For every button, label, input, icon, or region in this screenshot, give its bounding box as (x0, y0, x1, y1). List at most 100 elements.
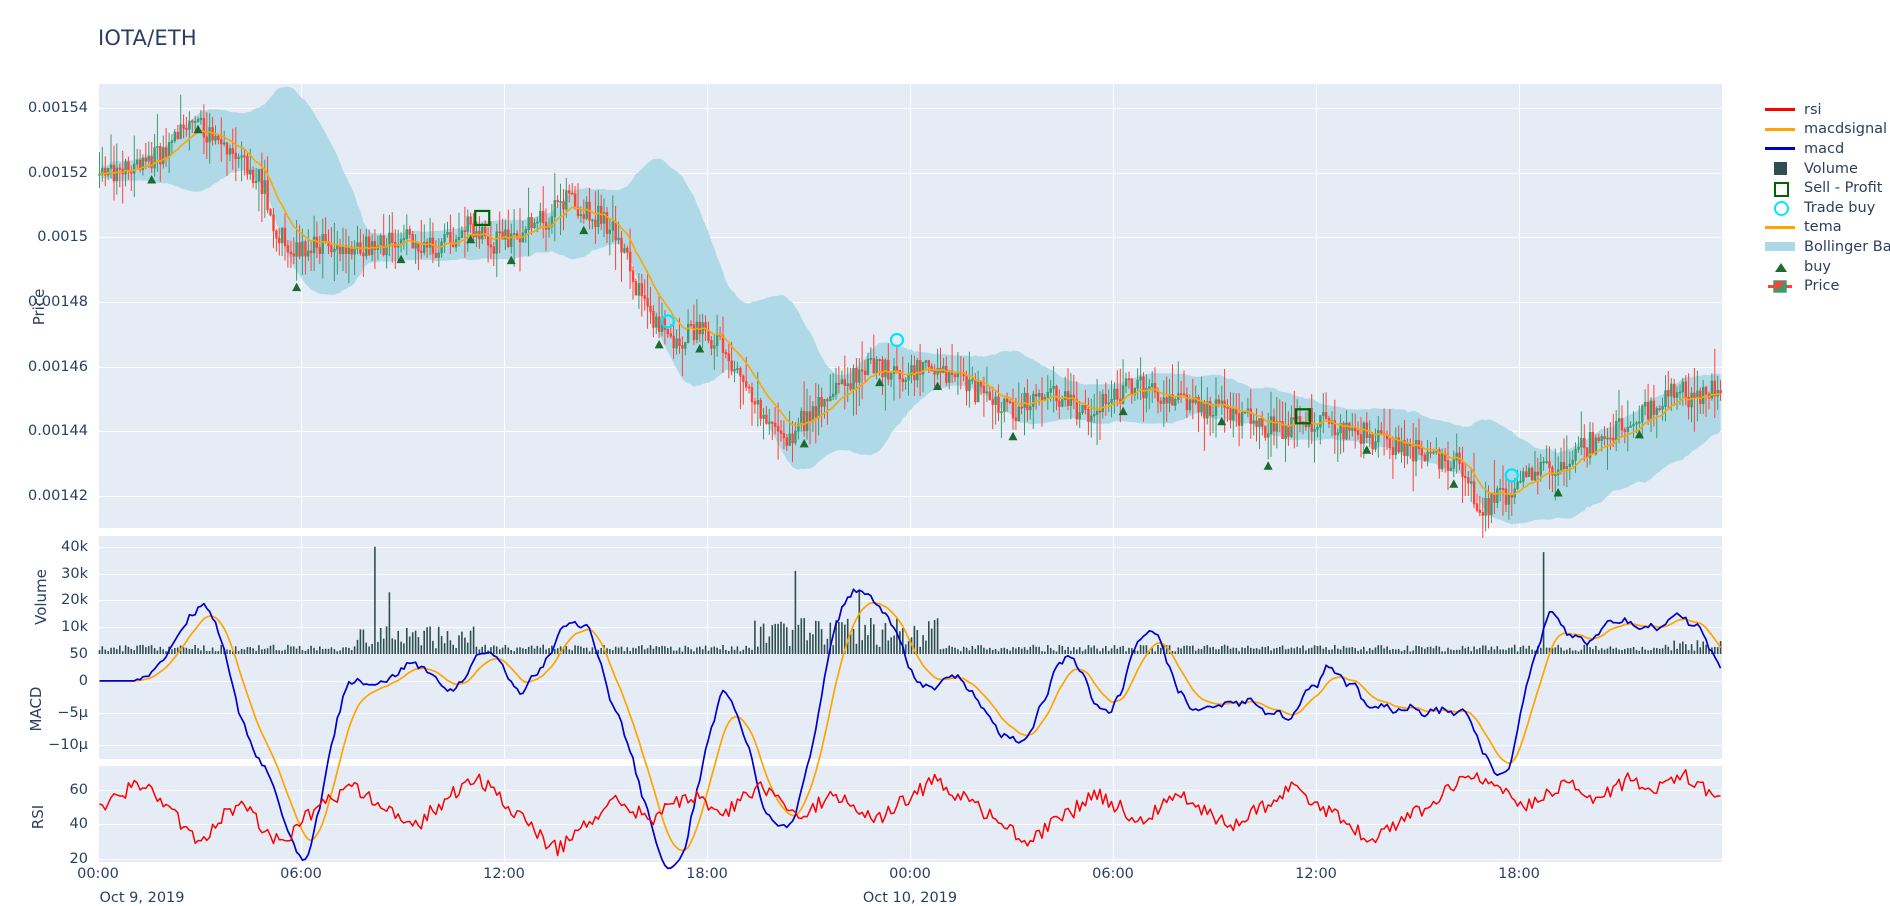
volume-bar (1276, 648, 1278, 654)
volume-bar (934, 620, 936, 654)
volume-bar (760, 627, 762, 654)
volume-bar (513, 651, 515, 654)
volume-bar (1673, 641, 1675, 654)
volume-bar (1615, 648, 1617, 654)
volume-bar (948, 646, 950, 654)
volume-bar (864, 625, 866, 654)
volume-bar (1497, 646, 1499, 654)
volume-bar (377, 642, 379, 654)
volume-bar (1221, 646, 1223, 654)
volume-bar (1233, 648, 1235, 654)
volume-bar (931, 629, 933, 655)
volume-bar (360, 629, 362, 654)
volume-bar (1059, 645, 1061, 654)
volume-bar (1372, 650, 1374, 654)
volume-bar (409, 637, 411, 655)
volume-bar (1514, 645, 1516, 654)
volume-bar (1105, 646, 1107, 654)
volume-bar (218, 651, 220, 654)
volume-bar (1479, 648, 1481, 654)
volume-bar (1421, 647, 1423, 654)
legend-item-macdsignal[interactable]: macdsignal (1762, 120, 1890, 140)
volume-bar (1024, 647, 1026, 654)
volume-bar (363, 630, 365, 654)
volume-bar (194, 645, 196, 654)
volume-bar (815, 621, 817, 654)
volume-bar (273, 645, 275, 654)
volume-bar (128, 647, 130, 654)
volume-bar (365, 643, 367, 654)
volume-bar (853, 629, 855, 654)
volume-bar (1418, 646, 1420, 654)
volume-bar (841, 622, 843, 654)
volume-bar (882, 630, 884, 654)
volume-bar (1621, 650, 1623, 654)
volume-bar (1250, 648, 1252, 654)
legend-item-volume[interactable]: Volume (1762, 159, 1890, 179)
volume-bar (1401, 651, 1403, 654)
volume-bar (859, 590, 861, 654)
volume-bar (963, 647, 965, 654)
volume-bar (281, 651, 283, 654)
volume-bar (1392, 649, 1394, 654)
legend-item-rsi[interactable]: rsi (1762, 100, 1890, 120)
volume-bar (1088, 645, 1090, 654)
volume-bar (220, 645, 222, 654)
volume-bar (151, 645, 153, 654)
volume-bar (1656, 648, 1658, 654)
volume-bar (252, 648, 254, 654)
legend-item-tema[interactable]: tema (1762, 218, 1890, 238)
volume-bar (685, 646, 687, 654)
volume-bar (1021, 649, 1023, 654)
volume-bar (1030, 647, 1032, 654)
legend-label: Price (1798, 278, 1839, 294)
volume-bar (1462, 646, 1464, 654)
legend-item-sell-profit[interactable]: Sell - Profit (1762, 178, 1890, 198)
line-legend-icon (1762, 120, 1798, 139)
volume-bar (1302, 645, 1304, 654)
volume-bar (986, 650, 988, 654)
legend-item-macd[interactable]: macd (1762, 139, 1890, 159)
volume-bar (122, 651, 124, 654)
volume-bar (441, 636, 443, 654)
legend-item-buy[interactable]: buy (1762, 257, 1890, 277)
volume-bar (99, 650, 101, 654)
volume-bar (583, 648, 585, 654)
legend-item-price[interactable]: Price (1762, 276, 1890, 296)
volume-bar (989, 648, 991, 654)
volume-bar (1566, 650, 1568, 654)
volume-bar (339, 650, 341, 654)
volume-bar (847, 619, 849, 654)
volume-bar (319, 646, 321, 654)
volume-bar (215, 651, 217, 654)
volume-bar (174, 648, 176, 654)
volume-bar (296, 649, 298, 654)
volume-bar (786, 627, 788, 654)
volume-bar (1238, 651, 1240, 654)
volume-bar (1540, 648, 1542, 654)
volume-bar (113, 648, 115, 655)
volume-bar (722, 645, 724, 654)
volume-bar (444, 643, 446, 654)
volume-bar (708, 651, 710, 654)
volume-bar (1140, 645, 1142, 654)
legend-item-trade-buy[interactable]: Trade buy (1762, 198, 1890, 218)
volume-bar (1488, 650, 1490, 654)
volume-bar (1395, 650, 1397, 655)
volume-bar (1575, 650, 1577, 654)
volume-bar (743, 650, 745, 654)
volume-bar (818, 621, 820, 654)
volume-bar (1137, 651, 1139, 654)
volume-bar (1279, 647, 1281, 654)
volume-bar (1569, 648, 1571, 654)
legend-item-bollinger-band[interactable]: Bollinger Band (1762, 237, 1890, 257)
volume-bar (1494, 649, 1496, 654)
volume-bar (1308, 648, 1310, 654)
volume-bar (125, 645, 127, 654)
volume-bar (1502, 649, 1504, 654)
volume-bar (1262, 647, 1264, 654)
volume-bar (107, 651, 109, 654)
volume-bar (1328, 650, 1330, 654)
volume-bar (1062, 646, 1064, 654)
volume-bar (1511, 648, 1513, 654)
